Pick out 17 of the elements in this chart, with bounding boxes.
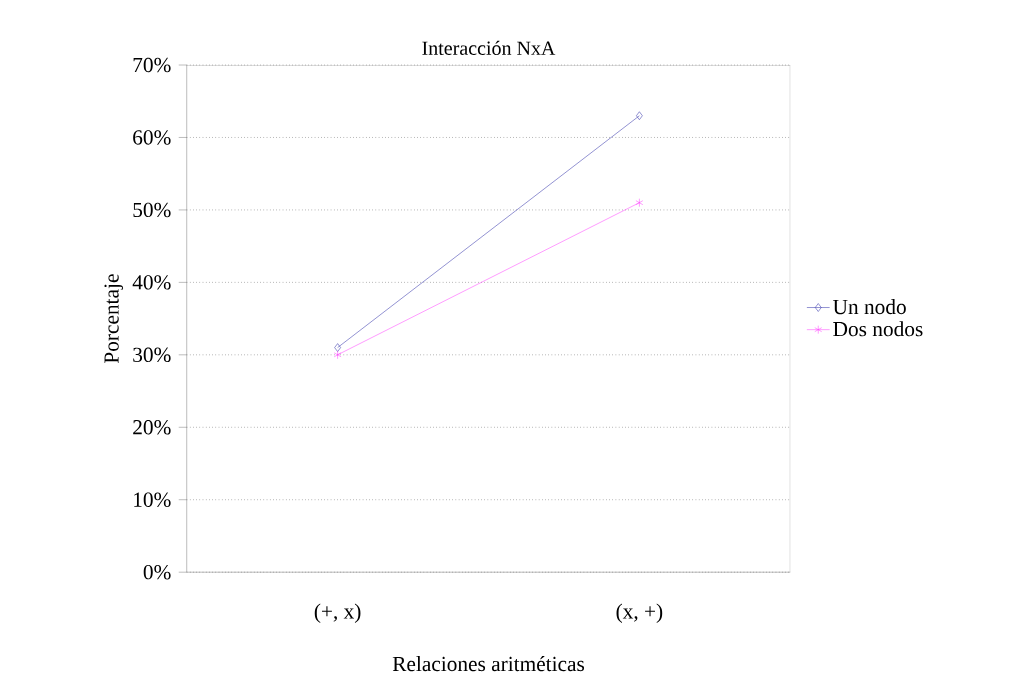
x-tick-label: (+, x): [314, 603, 361, 624]
y-tick-label: 60%: [133, 130, 171, 145]
y-tick-label: 0%: [143, 565, 171, 580]
y-tick-label: 50%: [133, 202, 171, 218]
y-axis-title: Porcentaje: [104, 274, 124, 364]
legend-label: Dos nodos: [833, 321, 923, 337]
y-tick-label: 20%: [133, 420, 171, 435]
y-tick-label: 30%: [133, 347, 171, 363]
x-axis-title: Relaciones aritméticas: [392, 656, 585, 672]
y-tick-label: 40%: [132, 275, 171, 290]
chart-title: Interacción NxA: [422, 41, 556, 56]
legend-label: Un nodo: [833, 299, 906, 315]
y-tick-label: 10%: [134, 492, 171, 508]
y-tick-label: 70%: [133, 57, 171, 73]
point: [635, 198, 644, 208]
point: [333, 350, 342, 360]
x-tick-label: (x, +): [616, 603, 663, 624]
